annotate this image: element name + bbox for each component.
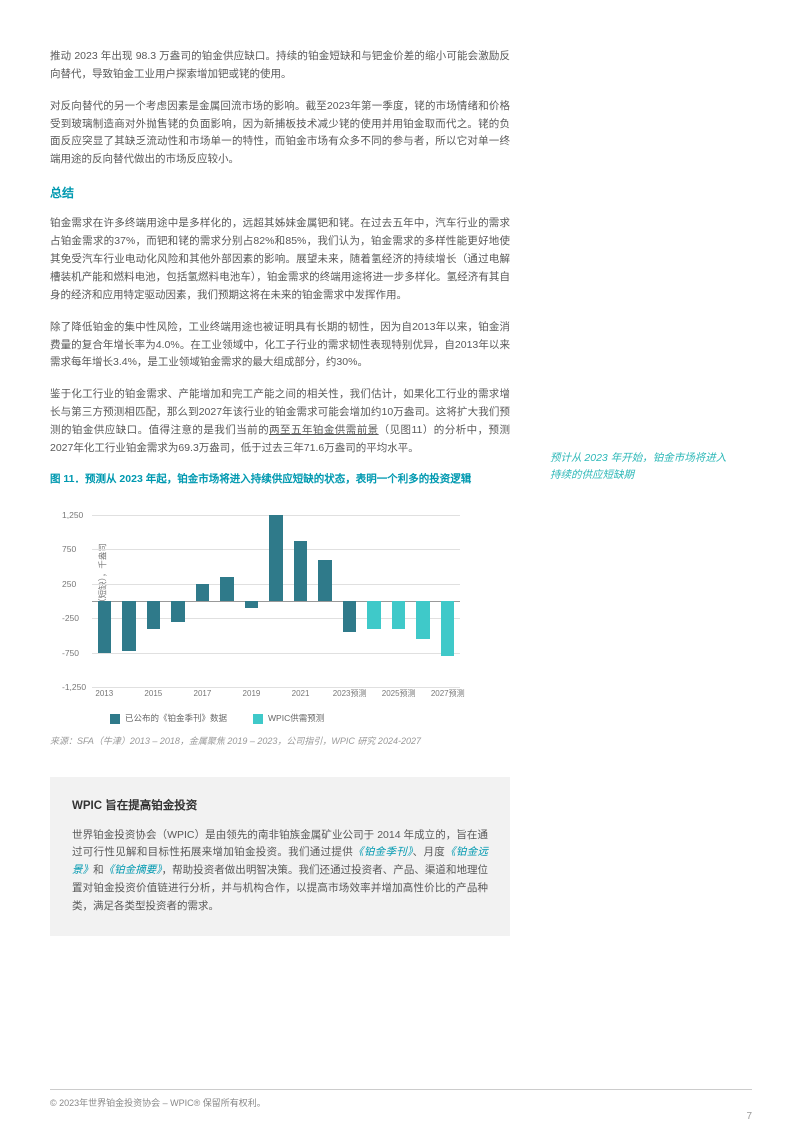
chart-bar <box>269 515 282 601</box>
section-heading-summary: 总结 <box>50 183 510 203</box>
paragraph: 推动 2023 年出现 98.3 万盎司的铂金供应缺口。持续的铂金短缺和与钯金价… <box>50 48 510 84</box>
wpic-info-box: WPIC 旨在提高铂金投资 世界铂金投资协会（WPIC）是由领先的南非铂族金属矿… <box>50 777 510 936</box>
chart-bar <box>294 541 307 601</box>
paragraph: 对反向替代的另一个考虑因素是金属回流市场的影响。截至2023年第一季度，铑的市场… <box>50 98 510 169</box>
info-box-heading: WPIC 旨在提高铂金投资 <box>72 797 488 817</box>
info-box-body: 世界铂金投资协会（WPIC）是由领先的南非铂族金属矿业公司于 2014 年成立的… <box>72 827 488 916</box>
legend-swatch <box>110 714 120 724</box>
chart-bar <box>245 601 258 608</box>
chart-bar <box>98 601 111 653</box>
chart-xtick: 2025预测 <box>382 687 416 701</box>
chart-xtick: 2023预测 <box>333 687 367 701</box>
chart-xtick: 2027预测 <box>431 687 465 701</box>
chart-gridline <box>92 653 460 654</box>
text: 和 <box>93 864 104 876</box>
paragraph: 鉴于化工行业的铂金需求、产能增加和完工产能之间的相关性，我们估计，如果化工行业的… <box>50 386 510 457</box>
figure-caption: 图 11．预测从 2023 年起，铂金市场将进入持续供应短缺的状态，表明一个利多… <box>50 472 510 488</box>
chart-bar <box>416 601 429 639</box>
chart-xtick: 2013 <box>95 687 113 701</box>
paragraph: 铂金需求在许多终端用途中是多样化的，远超其姊妹金属钯和铑。在过去五年中，汽车行业… <box>50 215 510 304</box>
legend-swatch <box>253 714 263 724</box>
legend-label: 已公布的《铂金季刊》数据 <box>125 713 227 723</box>
chart-ytick: -250 <box>62 611 79 625</box>
chart-bar <box>171 601 184 622</box>
paragraph: 除了降低铂金的集中性风险，工业终端用途也被证明具有长期的韧性，因为自2013年以… <box>50 319 510 373</box>
chart-ytick: 1,250 <box>62 507 83 521</box>
chart-bar <box>220 577 233 601</box>
chart-xtick: 2015 <box>144 687 162 701</box>
text: 、月度 <box>413 846 445 858</box>
page-number: 7 <box>746 1108 752 1125</box>
chart-ytick: 250 <box>62 576 76 590</box>
chart-legend-item: 已公布的《铂金季刊》数据 <box>110 711 227 725</box>
chart-xtick: 2019 <box>243 687 261 701</box>
chart-figure-11: 铂金富余（短缺），千盎司 -1,250-750-2502507501,250 2… <box>50 497 470 725</box>
chart-bar <box>147 601 160 629</box>
chart-bar <box>318 560 331 601</box>
chart-bar <box>122 601 135 651</box>
chart-legend: 已公布的《铂金季刊》数据 WPIC供需预测 <box>110 711 470 725</box>
chart-bar <box>392 601 405 629</box>
chart-bar <box>343 601 356 632</box>
chart-xtick: 2021 <box>292 687 310 701</box>
inline-link-quarterly[interactable]: 《铂金季刊》 <box>353 846 413 858</box>
chart-source: 来源：SFA（牛津）2013 – 2018，金属聚焦 2019 – 2023，公… <box>50 734 510 749</box>
legend-label: WPIC供需预测 <box>268 713 324 723</box>
chart-bar <box>367 601 380 629</box>
chart-bar <box>196 584 209 601</box>
copyright-text: © 2023年世界铂金投资协会 – WPIC® 保留所有权利。 <box>50 1098 266 1108</box>
chart-legend-item: WPIC供需预测 <box>253 711 324 725</box>
chart-ytick: -750 <box>62 646 79 660</box>
margin-callout: 预计从 2023 年开始，铂金市场将进入持续的供应短缺期 <box>550 450 735 484</box>
chart-ytick: -1,250 <box>62 680 86 694</box>
chart-xtick: 2017 <box>193 687 211 701</box>
chart-bar <box>441 601 454 656</box>
page-footer: © 2023年世界铂金投资协会 – WPIC® 保留所有权利。 7 <box>50 1089 752 1111</box>
chart-ytick: 750 <box>62 542 76 556</box>
inline-link-essentials[interactable]: 《铂金摘要》 <box>104 864 162 876</box>
inline-link-outlook[interactable]: 两至五年铂金供需前景 <box>269 424 379 436</box>
